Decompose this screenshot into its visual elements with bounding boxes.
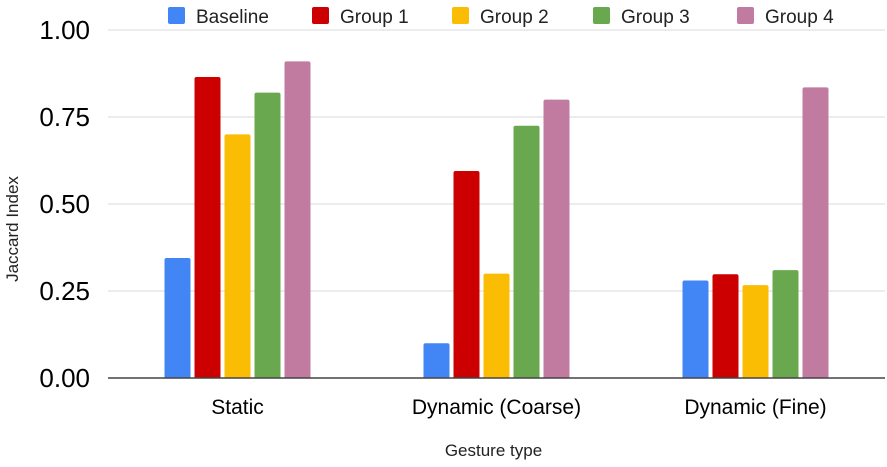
legend-label: Group 1	[340, 7, 409, 28]
bar-baseline-1	[423, 343, 450, 378]
bar-group-3-1	[513, 125, 540, 378]
bar-group-4-2	[802, 87, 829, 379]
legend-swatch	[737, 7, 754, 24]
legend-label: Group 3	[621, 7, 690, 28]
x-axis-title: Gesture type	[445, 441, 542, 460]
legend-swatch	[593, 7, 610, 24]
bar-group-2-1	[483, 273, 510, 378]
bar-group-4-0	[284, 61, 311, 378]
legend-label: Group 2	[480, 7, 549, 28]
x-axis-categories: Static Dynamic (Coarse) Dynamic (Fine)	[211, 396, 826, 419]
y-tick-label: 0.50	[39, 189, 90, 219]
legend-swatch	[452, 7, 469, 24]
bar-group-1-0	[194, 76, 221, 378]
legend-swatch	[312, 7, 329, 24]
y-tick-label: 0.00	[39, 363, 90, 393]
y-tick-label: 0.25	[39, 276, 90, 306]
legend-label: Group 4	[765, 7, 834, 28]
x-category-label: Dynamic (Fine)	[684, 396, 826, 419]
bar-group-3-2	[772, 270, 799, 378]
bar-group-3-0	[254, 92, 281, 378]
bar-baseline-0	[164, 257, 191, 378]
legend-swatch	[168, 7, 185, 24]
bar-group-1-1	[453, 170, 480, 378]
bars	[164, 61, 829, 379]
y-tick-label: 0.75	[39, 102, 90, 132]
bar-group-1-2	[712, 274, 739, 378]
x-category-label: Dynamic (Coarse)	[412, 396, 581, 419]
bar-group-4-1	[543, 99, 570, 378]
legend-label: Baseline	[196, 7, 269, 28]
y-tick-label: 1.00	[39, 15, 90, 45]
y-axis-ticks: 0.00 0.25 0.50 0.75 1.00	[39, 15, 90, 393]
bar-baseline-2	[682, 280, 709, 378]
y-axis-title: Jaccard Index	[3, 176, 22, 282]
legend: Baseline Group 1 Group 2 Group 3 Group 4	[168, 7, 834, 28]
x-category-label: Static	[211, 396, 264, 419]
bar-group-2-0	[224, 134, 251, 378]
bar-group-2-2	[742, 285, 769, 378]
